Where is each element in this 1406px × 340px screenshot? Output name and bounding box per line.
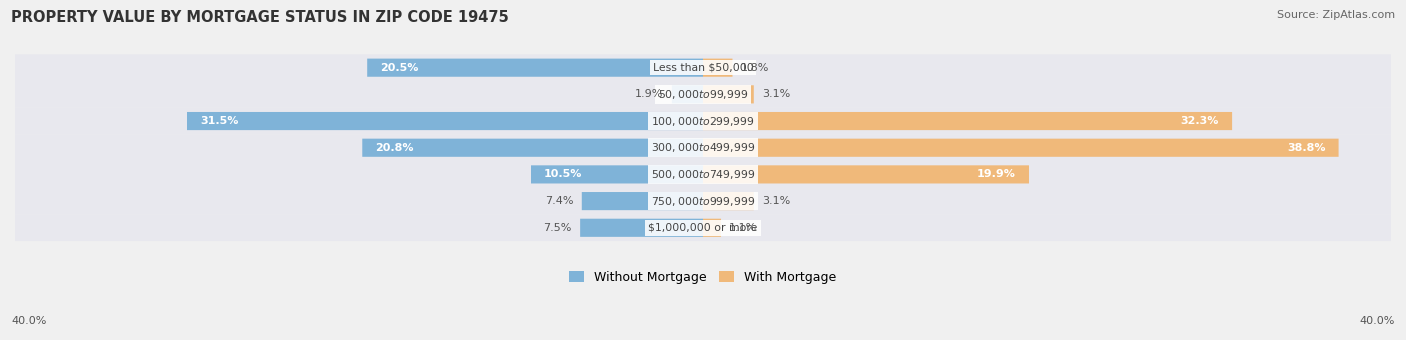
FancyBboxPatch shape	[703, 192, 754, 210]
Text: 19.9%: 19.9%	[977, 169, 1017, 180]
FancyBboxPatch shape	[703, 165, 1029, 184]
FancyBboxPatch shape	[703, 219, 721, 237]
Text: 3.1%: 3.1%	[762, 196, 790, 206]
FancyBboxPatch shape	[531, 165, 703, 184]
Text: Less than $50,000: Less than $50,000	[652, 63, 754, 73]
FancyBboxPatch shape	[15, 81, 1391, 108]
FancyBboxPatch shape	[703, 58, 733, 77]
Text: $750,000 to $999,999: $750,000 to $999,999	[651, 194, 755, 208]
FancyBboxPatch shape	[367, 58, 703, 77]
Text: 20.8%: 20.8%	[375, 143, 413, 153]
Text: 1.9%: 1.9%	[636, 89, 664, 99]
Text: $300,000 to $499,999: $300,000 to $499,999	[651, 141, 755, 154]
FancyBboxPatch shape	[15, 108, 1391, 134]
Text: 1.1%: 1.1%	[730, 223, 758, 233]
FancyBboxPatch shape	[15, 161, 1391, 188]
FancyBboxPatch shape	[15, 215, 1391, 241]
FancyBboxPatch shape	[672, 85, 703, 103]
Text: 40.0%: 40.0%	[11, 317, 46, 326]
Text: 7.5%: 7.5%	[544, 223, 572, 233]
FancyBboxPatch shape	[703, 112, 1232, 130]
Legend: Without Mortgage, With Mortgage: Without Mortgage, With Mortgage	[569, 271, 837, 284]
FancyBboxPatch shape	[581, 219, 703, 237]
FancyBboxPatch shape	[582, 192, 703, 210]
FancyBboxPatch shape	[363, 139, 703, 157]
FancyBboxPatch shape	[15, 188, 1391, 215]
Text: 7.4%: 7.4%	[546, 196, 574, 206]
Text: Source: ZipAtlas.com: Source: ZipAtlas.com	[1277, 10, 1395, 20]
FancyBboxPatch shape	[15, 134, 1391, 161]
FancyBboxPatch shape	[703, 85, 754, 103]
Text: 20.5%: 20.5%	[380, 63, 419, 73]
Text: PROPERTY VALUE BY MORTGAGE STATUS IN ZIP CODE 19475: PROPERTY VALUE BY MORTGAGE STATUS IN ZIP…	[11, 10, 509, 25]
FancyBboxPatch shape	[15, 54, 1391, 81]
Text: 38.8%: 38.8%	[1286, 143, 1326, 153]
Text: 40.0%: 40.0%	[1360, 317, 1395, 326]
Text: $50,000 to $99,999: $50,000 to $99,999	[658, 88, 748, 101]
Text: 32.3%: 32.3%	[1181, 116, 1219, 126]
Text: 3.1%: 3.1%	[762, 89, 790, 99]
Text: $1,000,000 or more: $1,000,000 or more	[648, 223, 758, 233]
Text: 10.5%: 10.5%	[544, 169, 582, 180]
Text: 1.8%: 1.8%	[741, 63, 769, 73]
Text: $100,000 to $299,999: $100,000 to $299,999	[651, 115, 755, 128]
FancyBboxPatch shape	[187, 112, 703, 130]
FancyBboxPatch shape	[703, 139, 1339, 157]
Text: 31.5%: 31.5%	[200, 116, 239, 126]
Text: $500,000 to $749,999: $500,000 to $749,999	[651, 168, 755, 181]
